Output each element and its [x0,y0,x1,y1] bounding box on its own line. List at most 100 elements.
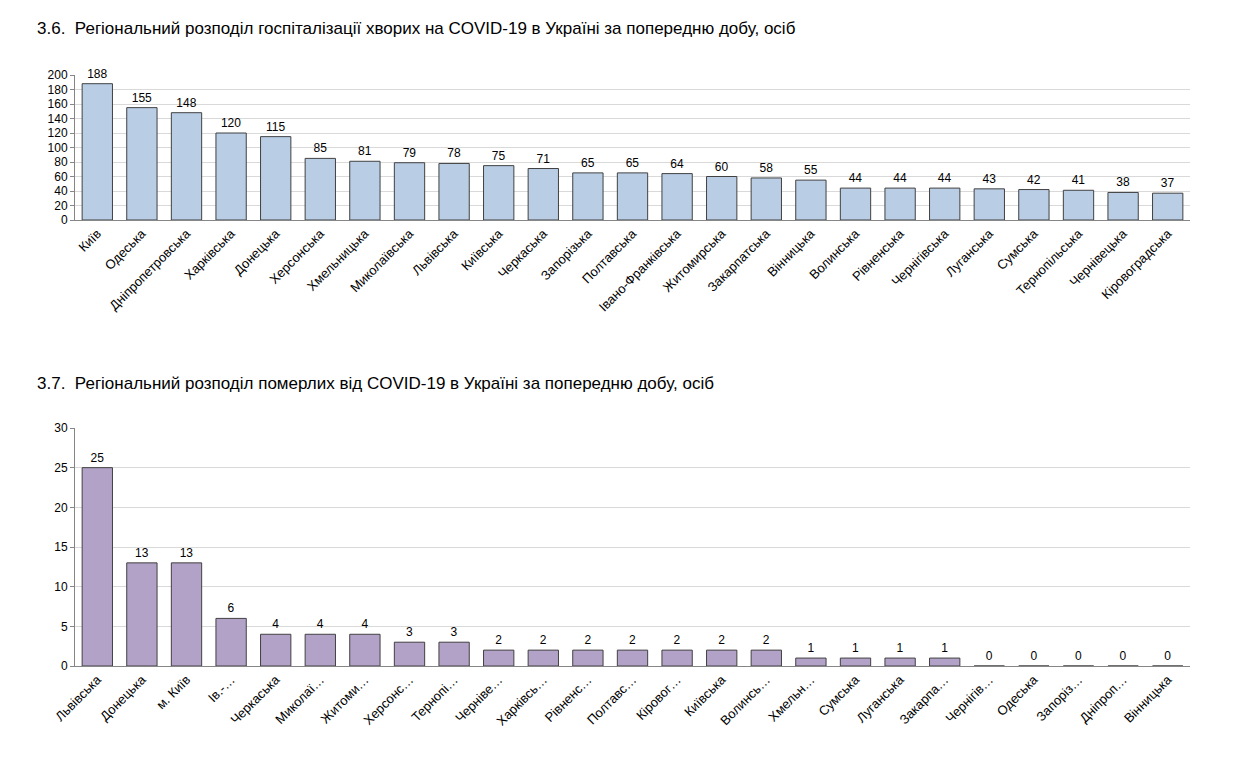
svg-text:65: 65 [581,156,595,170]
svg-text:Луганська: Луганська [853,672,907,726]
svg-text:2: 2 [540,633,547,647]
svg-text:140: 140 [48,112,68,126]
svg-text:0: 0 [1030,649,1037,663]
svg-text:Миколаївська: Миколаївська [347,226,417,296]
svg-text:120: 120 [221,116,241,130]
svg-text:Рівненська: Рівненська [849,226,907,284]
svg-text:Миколаї…: Миколаї… [272,672,327,727]
svg-text:Закарпатська: Закарпатська [705,226,774,295]
svg-text:0: 0 [61,659,68,673]
svg-text:3.7. Регіональний розподіл по: 3.7. Регіональний розподіл померлих від … [37,374,714,393]
svg-text:1: 1 [941,641,948,655]
svg-text:Рівненс…: Рівненс… [542,672,595,725]
svg-text:100: 100 [48,141,68,155]
svg-text:58: 58 [759,161,773,175]
svg-text:148: 148 [176,96,196,110]
svg-text:Житоми…: Житоми… [318,672,372,726]
svg-text:Кіровог…: Кіровог… [633,672,684,723]
svg-text:6: 6 [228,601,235,615]
svg-text:Дніпроп…: Дніпроп… [1076,672,1129,725]
svg-text:Хмельницька: Хмельницька [304,226,372,294]
svg-text:180: 180 [48,83,68,97]
svg-text:Донецька: Донецька [231,226,283,278]
svg-text:Тернопільська: Тернопільська [1013,226,1086,299]
svg-text:Чернівецька: Чернівецька [1066,226,1130,290]
svg-text:Волинська: Волинська [806,226,862,282]
svg-text:65: 65 [626,156,640,170]
svg-text:Тернопі…: Тернопі… [408,672,460,724]
svg-text:5: 5 [61,620,68,634]
svg-text:Полтавська: Полтавська [579,226,640,287]
svg-text:60: 60 [54,170,68,184]
svg-text:3.6. Регіональний розподіл го: 3.6. Регіональний розподіл госпіталізаці… [37,19,796,38]
svg-text:4: 4 [272,617,279,631]
svg-text:Хмельн…: Хмельн… [765,672,817,724]
svg-text:64: 64 [670,157,684,171]
svg-text:Черніве…: Черніве… [452,672,505,725]
svg-text:Чернігів…: Чернігів… [942,672,996,726]
svg-text:200: 200 [48,68,68,82]
svg-text:Львівська: Львівська [52,672,104,724]
svg-text:2: 2 [763,633,770,647]
svg-text:40: 40 [54,184,68,198]
svg-text:Харківська: Харківська [181,226,238,283]
svg-text:188: 188 [87,67,107,81]
svg-text:44: 44 [938,171,952,185]
svg-text:Житомирська: Житомирська [660,226,729,295]
svg-text:3: 3 [406,625,413,639]
svg-text:81: 81 [358,144,372,158]
svg-text:2: 2 [495,633,502,647]
svg-text:85: 85 [313,141,327,155]
svg-text:Львівська: Львівська [409,226,461,278]
svg-text:Херсонс…: Херсонс… [361,672,417,728]
svg-text:10: 10 [54,580,68,594]
svg-text:Чернігівська: Чернігівська [888,226,952,290]
svg-text:Дніпропетровська: Дніпропетровська [106,226,193,313]
svg-text:Черкаська: Черкаська [227,672,283,728]
svg-text:37: 37 [1161,176,1175,190]
svg-text:Вінницька: Вінницька [1121,672,1175,726]
svg-text:20: 20 [54,501,68,515]
svg-text:1: 1 [807,641,814,655]
svg-text:115: 115 [266,120,285,134]
svg-text:160: 160 [48,97,68,111]
svg-text:30: 30 [54,421,68,435]
svg-text:4: 4 [317,617,324,631]
svg-text:Ів.-…: Ів.-… [205,672,238,705]
svg-text:1: 1 [897,641,904,655]
svg-text:75: 75 [492,149,506,163]
svg-text:55: 55 [804,163,818,177]
svg-text:120: 120 [48,126,68,140]
svg-text:80: 80 [54,155,68,169]
svg-text:0: 0 [1164,649,1171,663]
svg-text:Донецька: Донецька [97,672,149,724]
svg-text:41: 41 [1072,173,1086,187]
svg-text:Черкаська: Черкаська [495,226,551,282]
svg-text:Київська: Київська [681,672,729,720]
svg-text:Івано-Франківська: Івано-Франківська [596,226,685,315]
svg-text:79: 79 [403,146,417,160]
svg-text:42: 42 [1027,173,1041,187]
svg-text:15: 15 [54,540,68,554]
svg-text:3: 3 [451,625,458,639]
svg-text:60: 60 [715,160,729,174]
svg-text:Вінницька: Вінницька [764,226,818,280]
svg-text:44: 44 [849,171,863,185]
svg-text:Запоріз…: Запоріз… [1033,672,1085,724]
svg-text:25: 25 [54,461,68,475]
svg-text:Харківсь…: Харківсь… [494,672,550,728]
svg-text:Кіровоградська: Кіровоградська [1099,226,1175,302]
svg-text:Одеська: Одеська [102,226,149,273]
svg-text:Одеська: Одеська [994,672,1041,719]
svg-text:38: 38 [1116,175,1130,189]
svg-text:13: 13 [180,546,194,560]
svg-text:2: 2 [718,633,725,647]
svg-text:0: 0 [1075,649,1082,663]
svg-text:Херсонська: Херсонська [266,226,327,287]
svg-text:155: 155 [132,91,152,105]
svg-text:2: 2 [629,633,636,647]
svg-text:0: 0 [61,213,68,227]
svg-text:2: 2 [584,633,591,647]
svg-text:Полтавс…: Полтавс… [584,672,639,727]
svg-text:43: 43 [982,172,996,186]
